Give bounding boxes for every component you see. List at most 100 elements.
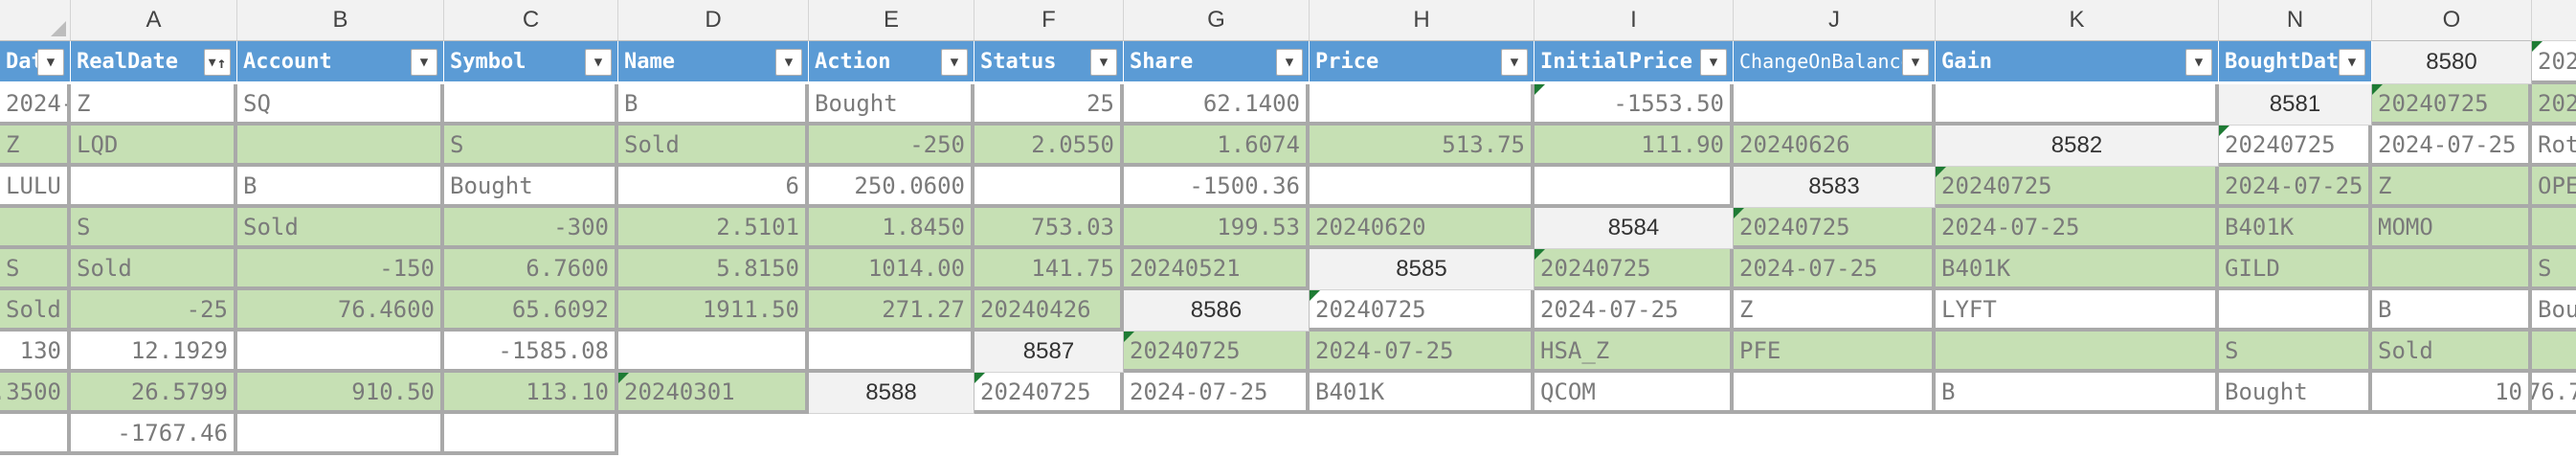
data-cell[interactable]: B <box>1936 373 2219 414</box>
data-cell[interactable]: Sold <box>0 290 71 332</box>
column-header[interactable]: C <box>444 0 618 41</box>
data-cell[interactable]: B <box>2372 290 2532 332</box>
data-cell[interactable]: -25 <box>71 290 237 332</box>
row-header[interactable]: 8581 <box>2219 84 2372 126</box>
data-cell[interactable]: 26.5799 <box>71 373 237 414</box>
data-cell[interactable]: 753.03 <box>974 208 1124 249</box>
sort-filter-dropdown-icon[interactable]: ▼ ↑ <box>204 49 231 76</box>
table-header-cell[interactable]: Symbol ▼ <box>444 41 618 84</box>
data-cell[interactable]: 20240725 <box>1310 290 1534 332</box>
data-cell[interactable]: 141.75 <box>974 249 1124 290</box>
table-header-cell[interactable]: Date ▼ <box>0 41 71 84</box>
data-cell[interactable]: S <box>444 126 618 167</box>
data-cell[interactable]: 5.8150 <box>618 249 809 290</box>
data-cell[interactable] <box>0 414 71 455</box>
data-cell[interactable] <box>1310 84 1534 126</box>
data-cell[interactable]: OPEN <box>2532 167 2576 208</box>
filter-dropdown-icon[interactable]: ▼ <box>1902 49 1929 76</box>
data-cell[interactable]: 20240725 <box>1936 167 2219 208</box>
data-cell[interactable]: 65.6092 <box>444 290 618 332</box>
data-cell[interactable] <box>1734 373 1936 414</box>
table-header-cell[interactable]: ChangeOnBalance ▼ <box>1734 41 1936 84</box>
data-cell[interactable] <box>2219 290 2372 332</box>
data-cell[interactable]: 20240620 <box>1310 208 1534 249</box>
data-cell[interactable]: 113.10 <box>444 373 618 414</box>
data-cell[interactable] <box>1534 167 1734 208</box>
data-cell[interactable] <box>0 208 71 249</box>
column-header[interactable]: D <box>618 0 809 41</box>
data-cell[interactable]: 12.1929 <box>71 332 237 373</box>
table-header-cell[interactable]: Share ▼ <box>1124 41 1310 84</box>
data-cell[interactable]: Bought <box>2532 290 2576 332</box>
data-cell[interactable]: 20240725 <box>2372 84 2532 126</box>
data-cell[interactable]: -30 <box>2532 332 2576 373</box>
row-header[interactable]: 8582 <box>1936 126 2219 167</box>
data-cell[interactable]: SQ <box>237 84 444 126</box>
data-cell[interactable]: 20240426 <box>974 290 1124 332</box>
data-cell[interactable]: 271.27 <box>809 290 974 332</box>
data-cell[interactable]: 10 <box>2372 373 2532 414</box>
filter-dropdown-icon[interactable]: ▼ <box>2185 49 2212 76</box>
column-header[interactable]: H <box>1310 0 1534 41</box>
column-header[interactable]: A <box>71 0 237 41</box>
data-cell[interactable]: 2024-07-25 <box>2532 84 2576 126</box>
filter-dropdown-icon[interactable]: ▼ <box>585 49 612 76</box>
data-cell[interactable]: 6 <box>618 167 809 208</box>
data-cell[interactable]: S <box>71 208 237 249</box>
data-cell[interactable]: 2024-07-25 <box>1534 290 1734 332</box>
filter-dropdown-icon[interactable]: ▼ <box>775 49 802 76</box>
data-cell[interactable]: 6.7600 <box>444 249 618 290</box>
data-cell[interactable] <box>2372 249 2532 290</box>
filter-dropdown-icon[interactable]: ▼ <box>2339 49 2365 76</box>
row-header[interactable]: 1 <box>2532 0 2576 41</box>
table-header-cell[interactable]: Name ▼ <box>618 41 809 84</box>
column-header[interactable]: K <box>1936 0 2219 41</box>
data-cell[interactable]: LULU <box>0 167 71 208</box>
data-cell[interactable]: 1.6074 <box>1124 126 1310 167</box>
data-cell[interactable]: S <box>2219 332 2372 373</box>
column-header[interactable]: G <box>1124 0 1310 41</box>
data-cell[interactable]: LQD <box>71 126 237 167</box>
data-cell[interactable] <box>444 84 618 126</box>
data-cell[interactable]: PFE <box>1734 332 1936 373</box>
data-cell[interactable]: Bought <box>2219 373 2372 414</box>
column-header[interactable]: N <box>2219 0 2372 41</box>
data-cell[interactable]: 111.90 <box>1534 126 1734 167</box>
data-cell[interactable]: Bought <box>809 84 974 126</box>
row-header[interactable]: 8587 <box>974 332 1124 373</box>
data-cell[interactable]: S <box>2532 249 2576 290</box>
data-cell[interactable]: RothIRA_Z <box>2532 126 2576 167</box>
row-header[interactable]: 8586 <box>1124 290 1310 332</box>
data-cell[interactable]: 2024-07-25 <box>2219 167 2372 208</box>
data-cell[interactable]: -1585.08 <box>444 332 618 373</box>
data-cell[interactable]: -1500.36 <box>1124 167 1310 208</box>
data-cell[interactable]: -300 <box>444 208 618 249</box>
data-cell[interactable] <box>2532 208 2576 249</box>
row-header[interactable]: 8585 <box>1310 249 1534 290</box>
data-cell[interactable] <box>237 126 444 167</box>
data-cell[interactable]: Bought <box>444 167 618 208</box>
data-cell[interactable] <box>1734 84 1936 126</box>
data-cell[interactable]: 250.0600 <box>809 167 974 208</box>
data-cell[interactable]: Z <box>71 84 237 126</box>
column-header[interactable]: I <box>1534 0 1734 41</box>
data-cell[interactable]: 130 <box>0 332 71 373</box>
table-header-cell[interactable]: Account ▼ <box>237 41 444 84</box>
column-header[interactable]: F <box>974 0 1124 41</box>
data-cell[interactable]: 2024-07-25 <box>1124 373 1310 414</box>
row-header[interactable]: 8588 <box>809 373 974 414</box>
data-cell[interactable]: 20240725 <box>2532 41 2576 84</box>
data-cell[interactable]: 20240725 <box>2219 126 2372 167</box>
data-cell[interactable] <box>809 332 974 373</box>
data-cell[interactable]: Z <box>1734 290 1936 332</box>
data-cell[interactable]: 176.7460 <box>2532 373 2576 414</box>
table-header-cell[interactable]: RealDate ▼ ↑ <box>71 41 237 84</box>
data-cell[interactable] <box>444 414 618 455</box>
data-cell[interactable] <box>1936 332 2219 373</box>
data-cell[interactable] <box>618 332 809 373</box>
filter-dropdown-icon[interactable]: ▼ <box>1501 49 1528 76</box>
data-cell[interactable] <box>237 414 444 455</box>
filter-dropdown-icon[interactable]: ▼ <box>1700 49 1727 76</box>
filter-dropdown-icon[interactable]: ▼ <box>411 49 437 76</box>
data-cell[interactable]: Sold <box>2372 332 2532 373</box>
